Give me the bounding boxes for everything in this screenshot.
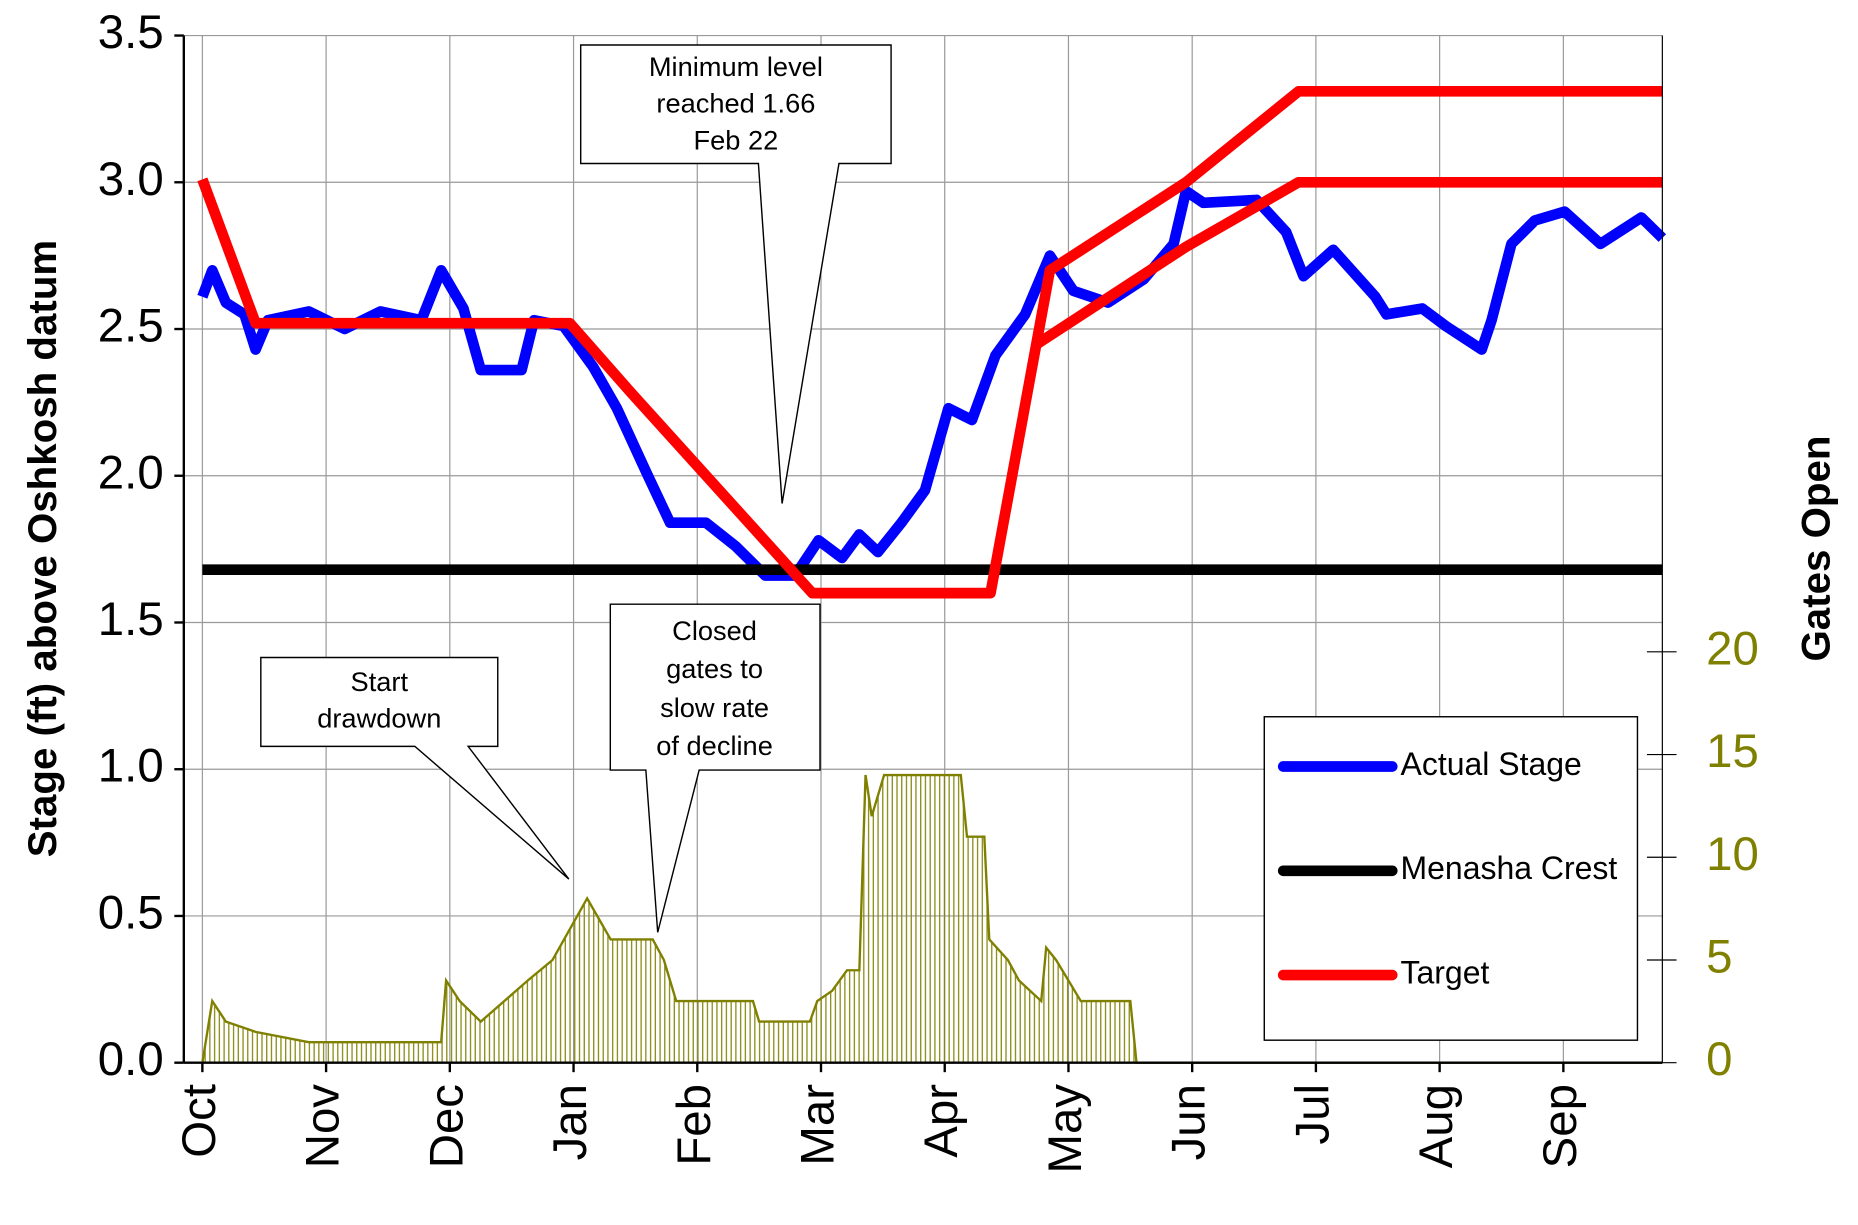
- plot: [197, 85, 1667, 1064]
- series-line: [1034, 176, 1663, 349]
- legend-label: Menasha Crest: [1401, 850, 1618, 886]
- x-tick-label: Feb: [668, 1084, 721, 1166]
- y-axis-label: Stage (ft) above Oshkosh datum: [20, 240, 65, 858]
- x-tick-label: Aug: [1410, 1084, 1463, 1168]
- x-tick-label: Oct: [173, 1084, 226, 1158]
- y2-tick-label: 20: [1706, 622, 1759, 675]
- x-tick-label: Apr: [915, 1084, 968, 1158]
- y-tick-label: 3.5: [98, 6, 164, 59]
- y2-axis-label: Gates Open: [1793, 436, 1838, 662]
- y-tick-label: 0.0: [98, 1033, 164, 1086]
- x-tick-label: Nov: [297, 1084, 350, 1169]
- gates-area: [202, 775, 1663, 1063]
- annotation-text: gates to: [666, 653, 763, 684]
- gates-line: [201, 773, 1663, 1064]
- series-line: [197, 85, 1663, 599]
- y-tick-label: 0.5: [98, 886, 164, 939]
- annotation-text: slow rate: [660, 692, 769, 723]
- annotation-text: reached 1.66: [656, 88, 815, 119]
- annotation: Start drawdown: [260, 656, 570, 880]
- x-tick-label: May: [1039, 1084, 1092, 1174]
- annotation-text: Feb 22: [693, 124, 778, 155]
- y-tick-label: 2.0: [98, 446, 164, 499]
- callout: [579, 44, 892, 504]
- y2-tick-label: 5: [1706, 930, 1732, 983]
- legend: Actual Stage Menasha Crest Target: [1263, 716, 1639, 1041]
- x-tick-label: Dec: [420, 1084, 473, 1168]
- annotation: Minimum level reached 1.66 Feb 22: [579, 44, 892, 504]
- series-line: [197, 185, 1667, 581]
- x-tick-label: Jun: [1163, 1084, 1216, 1160]
- annotation: Closed gates to slow rate of decline: [609, 603, 821, 933]
- x-tick-label: Mar: [792, 1084, 845, 1166]
- y-tick-label: 2.5: [98, 300, 164, 353]
- annotation-text: Minimum level: [649, 51, 823, 82]
- y2-tick-label: 15: [1706, 725, 1759, 778]
- y-tick-label: 1.5: [98, 593, 164, 646]
- x-tick-label: Sep: [1534, 1084, 1587, 1168]
- callout: [609, 603, 821, 933]
- y2-tick-label: 0: [1706, 1033, 1732, 1086]
- legend-label: Actual Stage: [1401, 746, 1582, 782]
- annotation-text: Closed: [672, 615, 757, 646]
- grid: [183, 34, 1663, 1064]
- y-tick-label: 1.0: [98, 740, 164, 793]
- y-tick-label: 3.0: [98, 153, 164, 206]
- callout: [260, 656, 570, 880]
- x-tick-label: Jul: [1286, 1084, 1339, 1145]
- annotation-text: of decline: [656, 730, 773, 761]
- legend-label: Target: [1401, 954, 1490, 990]
- x-tick-label: Jan: [544, 1084, 597, 1160]
- annotation-text: Start: [351, 666, 409, 697]
- y2-tick-label: 10: [1706, 828, 1759, 881]
- annotation-text: drawdown: [317, 703, 441, 734]
